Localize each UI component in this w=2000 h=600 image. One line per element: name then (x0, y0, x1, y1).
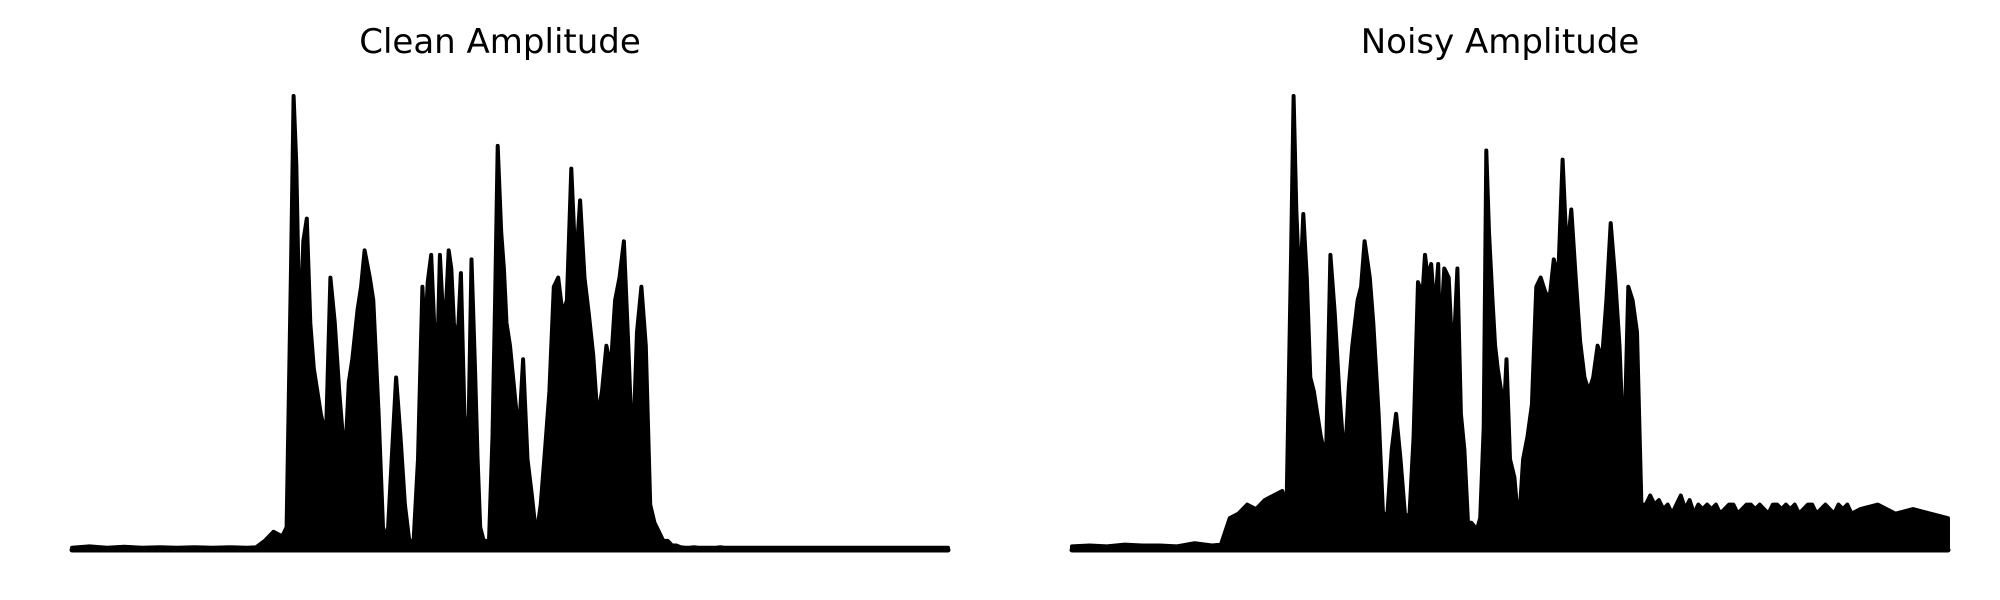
clean-amplitude-panel: Clean Amplitude (69, 22, 951, 553)
chart-title-noisy: Noisy Amplitude (1360, 22, 1640, 62)
noisy-amplitude-plot (1069, 94, 1951, 553)
noisy-amplitude-panel: Noisy Amplitude (1000, 0, 2000, 600)
amplitude-envelope (1070, 94, 1950, 552)
chart-title-clean: Clean Amplitude (359, 22, 641, 62)
amplitude-envelope (70, 94, 950, 552)
clean-amplitude-plot (69, 94, 951, 553)
